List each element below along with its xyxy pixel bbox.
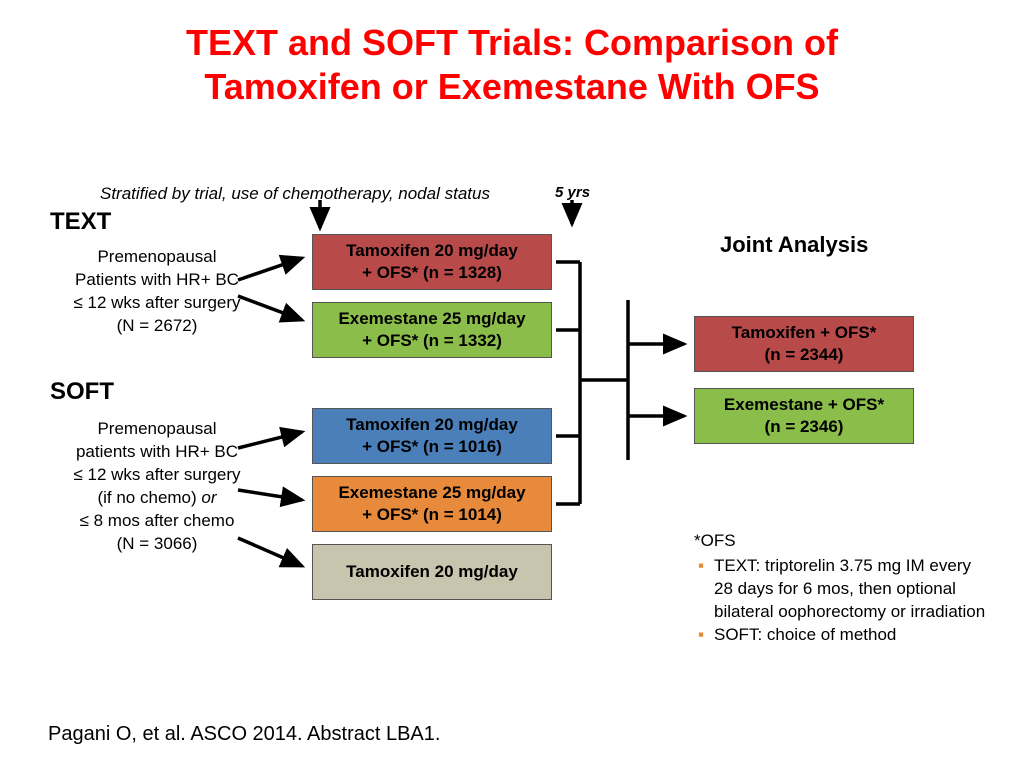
treatment-arm-box: Tamoxifen 20 mg/day+ OFS* (n = 1328) (312, 234, 552, 290)
joint-analysis-label: Joint Analysis (720, 232, 868, 258)
text-trial-desc: PremenopausalPatients with HR+ BC≤ 12 wk… (52, 246, 262, 338)
footnote-item: SOFT: choice of method (694, 624, 994, 647)
treatment-arm-box: Exemestane 25 mg/day+ OFS* (n = 1332) (312, 302, 552, 358)
five-years-label: 5 yrs (555, 184, 590, 201)
flow-arrows (0, 0, 1024, 768)
treatment-arm-box: Exemestane 25 mg/day+ OFS* (n = 1014) (312, 476, 552, 532)
soft-trial-desc: Premenopausalpatients with HR+ BC≤ 12 wk… (48, 418, 266, 556)
joint-analysis-box: Exemestane + OFS*(n = 2346) (694, 388, 914, 444)
joint-analysis-box: Tamoxifen + OFS*(n = 2344) (694, 316, 914, 372)
treatment-arm-box: Tamoxifen 20 mg/day (312, 544, 552, 600)
ofs-footnote: *OFS TEXT: triptorelin 3.75 mg IM every … (694, 530, 994, 647)
title-line2: Tamoxifen or Exemestane With OFS (0, 66, 1024, 108)
treatment-arm-box: Tamoxifen 20 mg/day+ OFS* (n = 1016) (312, 408, 552, 464)
soft-trial-label: SOFT (50, 378, 114, 406)
text-trial-label: TEXT (50, 208, 111, 236)
stratified-label: Stratified by trial, use of chemotherapy… (100, 184, 490, 204)
citation: Pagani O, et al. ASCO 2014. Abstract LBA… (48, 723, 440, 746)
footnote-head: *OFS (694, 530, 994, 553)
title-line1: TEXT and SOFT Trials: Comparison of (0, 22, 1024, 64)
footnote-item: TEXT: triptorelin 3.75 mg IM every 28 da… (694, 555, 994, 624)
